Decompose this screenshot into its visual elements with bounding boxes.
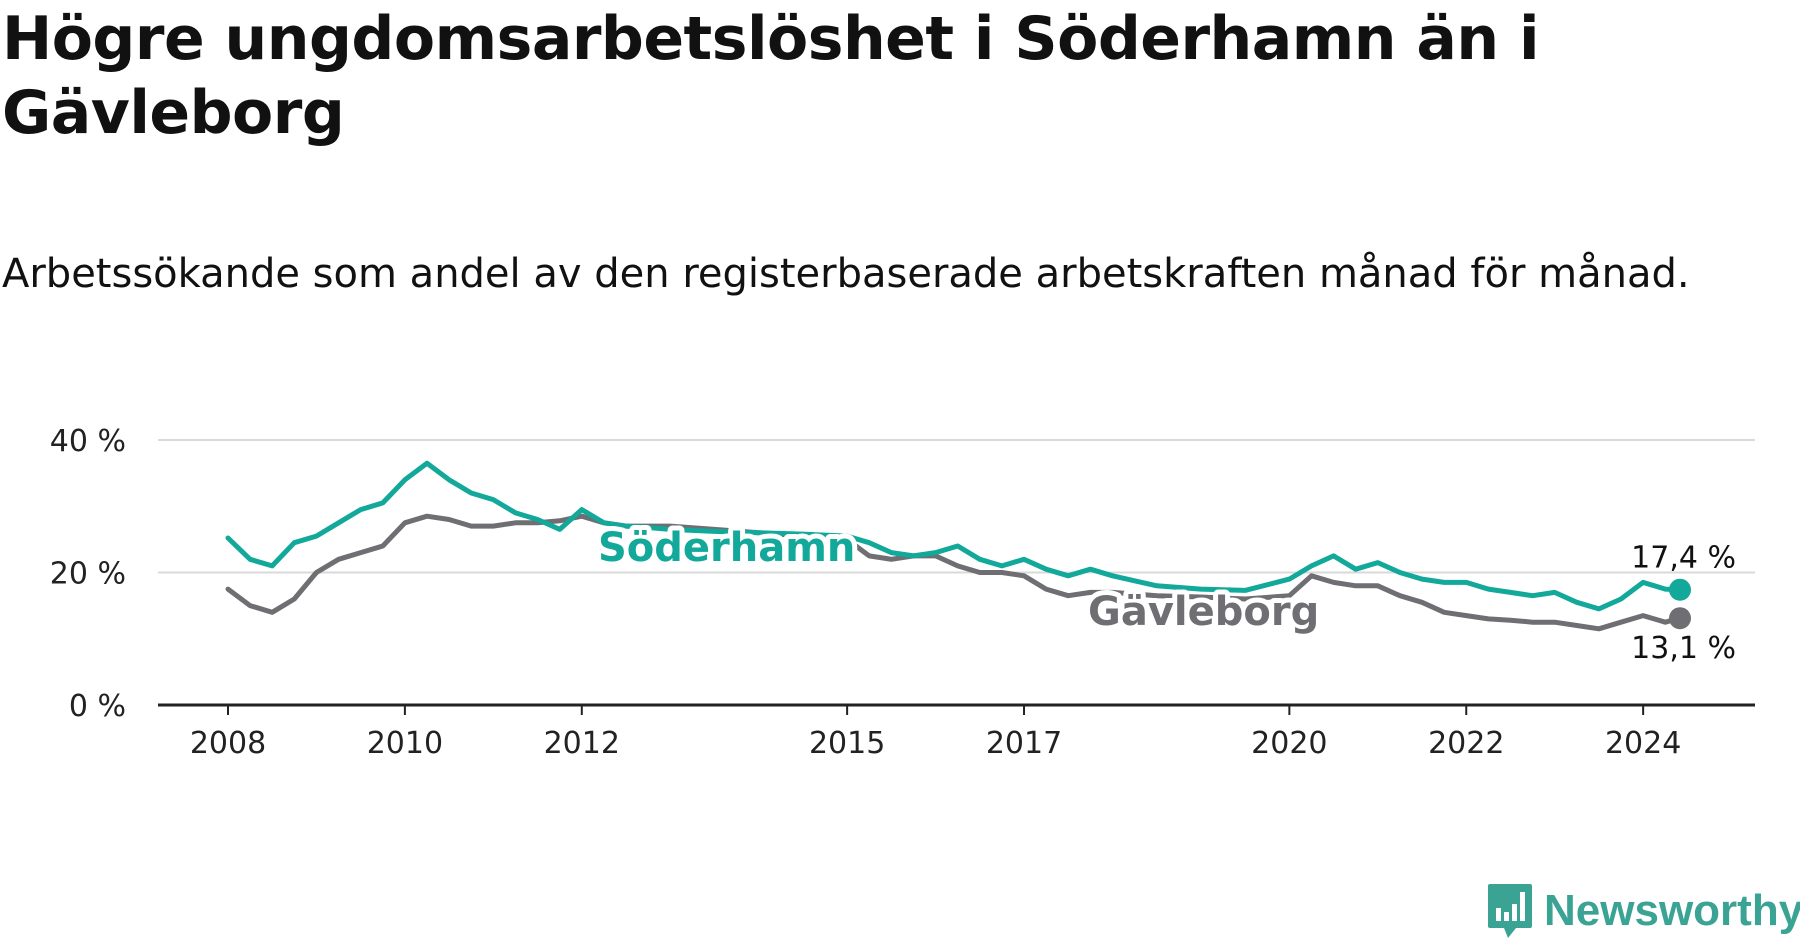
x-axis-ticks: 2008 2010 2012 2015 2017 2020 2022 2024	[190, 705, 1681, 761]
end-label-soderhamn: 17,4 %	[1631, 541, 1736, 576]
series-label-soderhamn: Söderhamn	[598, 525, 855, 571]
x-tick-label: 2024	[1605, 726, 1681, 761]
series-line-0	[225, 460, 1683, 612]
x-tick-label: 2012	[544, 726, 620, 761]
chart-title: Högre ungdomsarbetslöshet i Söderhamn än…	[2, 4, 1540, 148]
y-tick-label: 20 %	[50, 557, 126, 592]
x-tick-label: 2015	[809, 726, 885, 761]
x-tick-label: 2008	[190, 726, 266, 761]
series-line-1	[225, 513, 1683, 632]
series-label-gavleborg: Gävleborg	[1088, 589, 1319, 635]
series-end-dot-0	[1669, 578, 1691, 601]
x-tick-label: 2020	[1251, 726, 1327, 761]
x-tick-label: 2022	[1428, 726, 1504, 761]
chart-subtitle: Arbetssökande som andel av den registerb…	[2, 251, 1690, 297]
x-tick-label: 2017	[986, 726, 1062, 761]
line-chart: 0 % 20 % 40 % 2008 2010 2012 2015 2017 2020 2022…	[50, 424, 1755, 761]
grid-lines	[158, 439, 1755, 574]
x-tick-label: 2010	[367, 726, 443, 761]
y-tick-label: 40 %	[50, 424, 126, 459]
brand-name: Newsworthy	[1544, 886, 1800, 935]
end-label-gavleborg: 13,1 %	[1631, 631, 1736, 666]
y-axis-ticks: 0 % 20 % 40 %	[50, 424, 126, 724]
series-lines	[225, 460, 1691, 632]
series-end-dot-1	[1669, 607, 1691, 630]
brand-logo[interactable]: Newsworthy	[1486, 882, 1800, 940]
series-labels: 17,4 % 13,1 % Söderhamn Gävleborg	[593, 520, 1736, 666]
y-tick-label: 0 %	[69, 689, 126, 724]
newsworthy-logo-icon	[1488, 884, 1532, 938]
